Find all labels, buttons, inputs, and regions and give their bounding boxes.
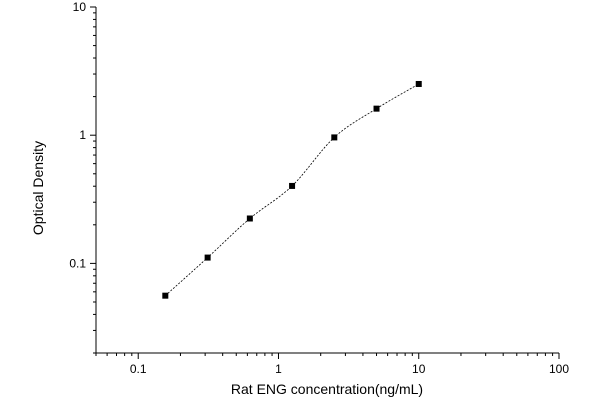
y-tick-label: 1 xyxy=(79,128,86,142)
x-tick-label: 10 xyxy=(412,362,426,376)
x-tick-label: 100 xyxy=(549,362,569,376)
data-point xyxy=(373,105,380,112)
data-points xyxy=(162,80,422,299)
fit-curve xyxy=(165,83,419,296)
y-axis-title: Optical Density xyxy=(30,141,46,235)
y-tick-label: 0.1 xyxy=(69,256,86,270)
data-point xyxy=(415,80,422,87)
x-tick-label: 1 xyxy=(275,362,282,376)
data-point xyxy=(331,134,338,141)
data-point xyxy=(289,182,296,189)
y-tick-label: 10 xyxy=(73,0,87,14)
data-point xyxy=(204,254,211,261)
x-axis-title: Rat ENG concentration(ng/mL) xyxy=(231,381,423,397)
y-axis: 0.1 1 10 xyxy=(69,0,96,354)
data-point xyxy=(162,292,169,299)
x-tick-label: 0.1 xyxy=(130,362,147,376)
plot-area xyxy=(95,7,559,354)
data-point xyxy=(246,215,253,222)
x-axis: 0.1 1 10 100 xyxy=(95,353,569,376)
